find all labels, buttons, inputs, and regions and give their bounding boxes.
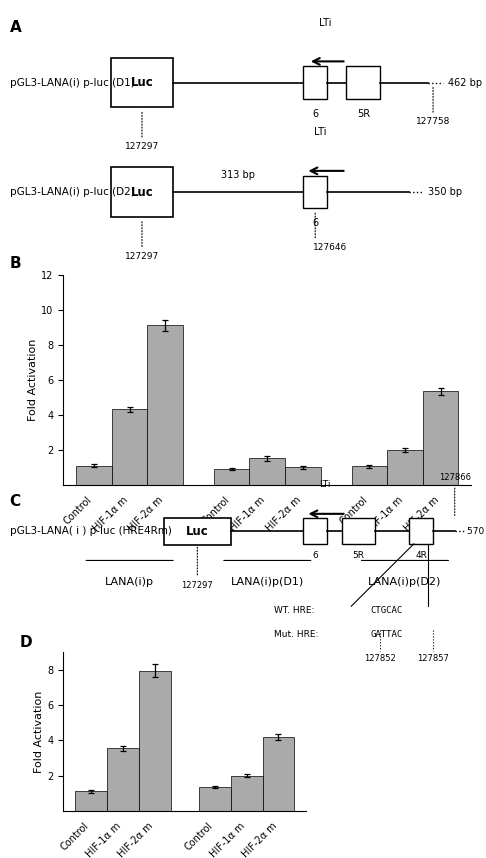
Bar — [107, 748, 139, 811]
Text: 570 bp: 570 bp — [467, 527, 486, 535]
Bar — [112, 409, 147, 485]
Text: LTi: LTi — [314, 127, 326, 137]
Bar — [249, 458, 285, 485]
Bar — [351, 467, 387, 485]
FancyBboxPatch shape — [303, 66, 327, 99]
Text: 6: 6 — [312, 218, 318, 228]
FancyBboxPatch shape — [111, 57, 173, 107]
Bar — [230, 776, 262, 811]
Text: GATTAC: GATTAC — [370, 630, 403, 639]
Text: 127857: 127857 — [417, 655, 449, 663]
Bar — [214, 469, 249, 485]
Bar — [262, 737, 295, 811]
Text: A: A — [10, 21, 21, 35]
Text: 127297: 127297 — [181, 581, 213, 589]
Bar — [387, 450, 423, 485]
Text: 127297: 127297 — [125, 251, 159, 261]
Text: 127758: 127758 — [416, 118, 450, 126]
Text: 5R: 5R — [357, 109, 370, 118]
FancyBboxPatch shape — [409, 518, 433, 544]
Text: pGL3-LANA(i) p-luc (D2): pGL3-LANA(i) p-luc (D2) — [10, 187, 135, 197]
Text: LTi: LTi — [319, 480, 330, 489]
Text: 127852: 127852 — [364, 655, 396, 663]
Text: CTGCAC: CTGCAC — [370, 606, 403, 615]
Text: LANA(i)p(D1): LANA(i)p(D1) — [231, 577, 304, 587]
Bar — [75, 791, 107, 811]
Text: LANA(i)p: LANA(i)p — [105, 577, 154, 587]
Text: 127866: 127866 — [439, 474, 471, 482]
Text: 127646: 127646 — [312, 243, 347, 252]
FancyBboxPatch shape — [303, 176, 327, 208]
FancyBboxPatch shape — [303, 518, 327, 544]
Text: 462 bp: 462 bp — [448, 77, 482, 88]
FancyBboxPatch shape — [164, 517, 231, 545]
Bar — [285, 468, 321, 485]
Bar — [147, 325, 183, 485]
Text: 6: 6 — [312, 109, 318, 118]
Text: C: C — [10, 493, 21, 509]
Text: LANA(i)p(D2): LANA(i)p(D2) — [368, 577, 442, 587]
Text: Luc: Luc — [131, 76, 154, 89]
Bar — [423, 391, 458, 485]
Text: WT. HRE:: WT. HRE: — [274, 606, 317, 615]
Text: pGL3-LANA(i) p-luc (D1): pGL3-LANA(i) p-luc (D1) — [10, 77, 135, 88]
Text: pGL3-LANA( i ) p-luc (HRE4Rm): pGL3-LANA( i ) p-luc (HRE4Rm) — [10, 526, 172, 536]
Text: Luc: Luc — [186, 524, 208, 538]
Bar — [198, 787, 230, 811]
Text: D: D — [19, 635, 32, 650]
Text: 6: 6 — [312, 552, 318, 560]
Y-axis label: Fold Activation: Fold Activation — [35, 690, 44, 773]
Text: 350 bp: 350 bp — [428, 187, 462, 197]
Bar — [76, 466, 112, 485]
Text: Mut. HRE:: Mut. HRE: — [274, 630, 322, 639]
Text: 5R: 5R — [352, 552, 364, 560]
FancyBboxPatch shape — [111, 167, 173, 217]
FancyBboxPatch shape — [342, 518, 375, 544]
Y-axis label: Fold Activation: Fold Activation — [28, 338, 38, 421]
FancyBboxPatch shape — [347, 66, 380, 99]
Text: LTi: LTi — [318, 18, 331, 27]
Bar — [139, 671, 171, 811]
Text: 127297: 127297 — [125, 142, 159, 151]
Text: 4R: 4R — [415, 552, 427, 560]
Text: B: B — [10, 257, 22, 271]
Text: Luc: Luc — [131, 185, 154, 198]
Text: 313 bp: 313 bp — [221, 170, 255, 179]
